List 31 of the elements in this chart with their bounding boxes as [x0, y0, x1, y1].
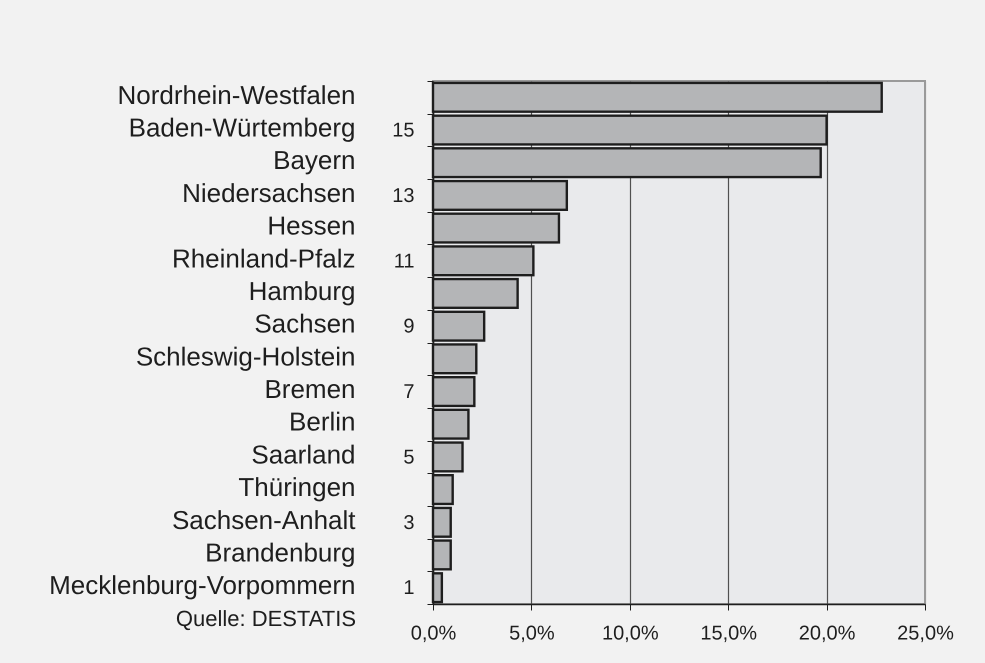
x-tick-label: 0,0% — [410, 622, 457, 644]
x-tick-label: 5,0% — [509, 622, 555, 644]
y2-tick-label: 5 — [403, 446, 414, 468]
y-tick-label: Hessen — [267, 210, 356, 241]
y-tick-label: Niedersachsen — [182, 178, 356, 208]
y2-tick-label: 11 — [394, 250, 414, 272]
x-tick-label: 20,0% — [798, 622, 856, 644]
y-tick-label: Rheinland-Pfalz — [172, 243, 356, 274]
y2-tick-label: 15 — [392, 120, 414, 142]
y2-tick-label: 7 — [403, 381, 414, 404]
y-tick-label: Mecklenburg-Vorpommern — [49, 570, 356, 600]
y2-tick-label: 3 — [403, 512, 414, 534]
x-tick-label: 10,0% — [602, 622, 659, 644]
x-tick-label: 15,0% — [700, 622, 758, 644]
y-tick-label: Sachsen-Anhalt — [172, 504, 356, 535]
y2-tick-label: 1 — [403, 577, 414, 600]
y-tick-label: Brandenburg — [205, 537, 356, 568]
y-tick-label: Saarland — [251, 439, 356, 470]
y-tick-label: Schleswig-Holstein — [136, 341, 356, 372]
y-tick-label: Baden-Würtemberg — [128, 112, 356, 143]
y2-tick-label: 9 — [403, 316, 414, 338]
y2-tick-label: 13 — [392, 184, 414, 207]
y-tick-label: Berlin — [289, 406, 356, 437]
source-note: Quelle: DESTATIS — [176, 606, 356, 631]
y-tick-label: Bayern — [273, 145, 356, 176]
y-tick-label: Sachsen — [254, 308, 356, 339]
y-tick-label: Thüringen — [238, 472, 356, 502]
y-tick-label: Nordrhein-Westfalen — [118, 80, 356, 110]
x-tick-label: 25,0% — [897, 622, 954, 644]
y-tick-label: Hamburg — [248, 276, 356, 306]
y-tick-label: Bremen — [264, 374, 356, 404]
